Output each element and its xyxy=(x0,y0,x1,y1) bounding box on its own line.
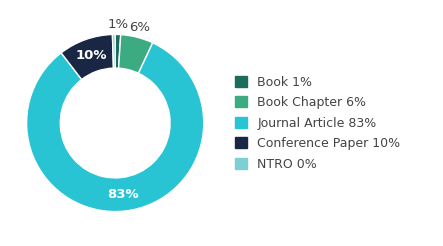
Text: 10%: 10% xyxy=(75,49,107,62)
Text: 83%: 83% xyxy=(107,188,139,201)
Wedge shape xyxy=(27,43,204,212)
Wedge shape xyxy=(115,34,120,68)
Wedge shape xyxy=(61,34,113,79)
Wedge shape xyxy=(113,34,115,68)
Text: 6%: 6% xyxy=(129,21,150,34)
Text: 1%: 1% xyxy=(108,18,129,31)
Legend: Book 1%, Book Chapter 6%, Journal Article 83%, Conference Paper 10%, NTRO 0%: Book 1%, Book Chapter 6%, Journal Articl… xyxy=(232,73,403,173)
Wedge shape xyxy=(119,35,153,73)
